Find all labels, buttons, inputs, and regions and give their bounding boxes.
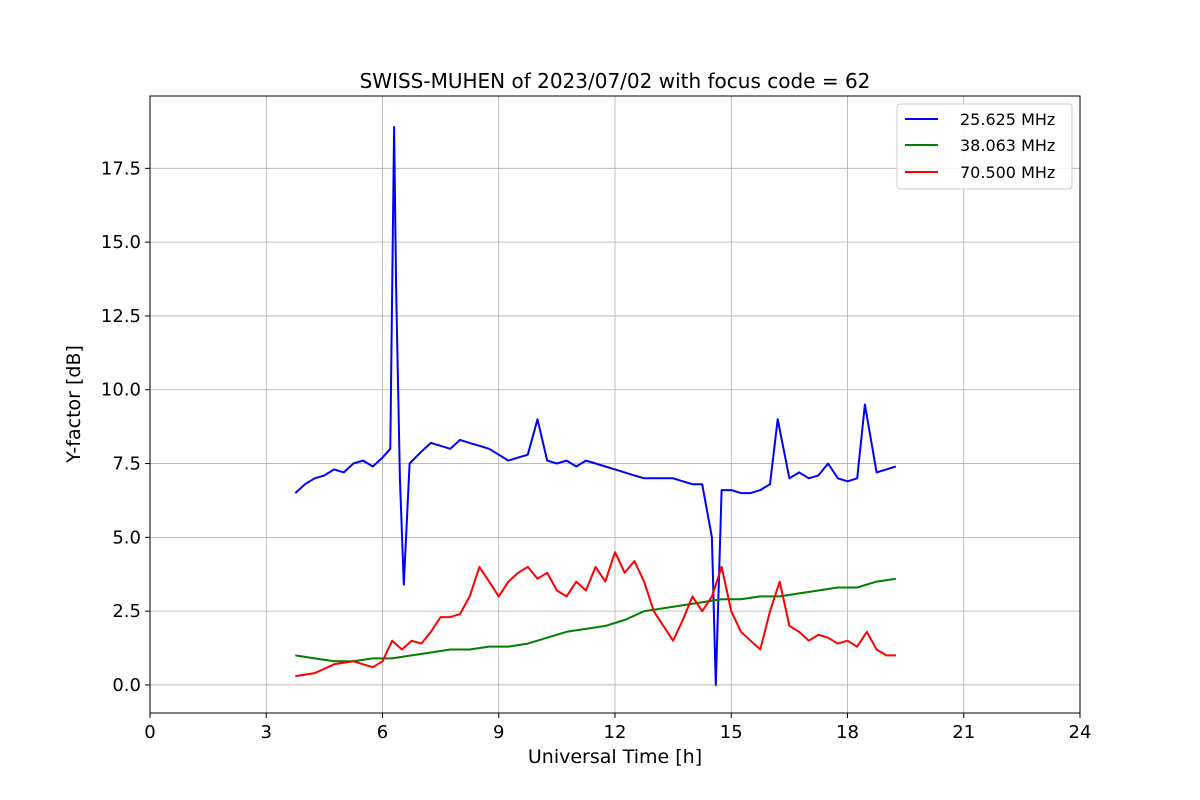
x-tick-label: 9	[493, 722, 504, 743]
y-tick-label: 17.5	[101, 158, 141, 179]
legend: 25.625 MHz 38.063 MHz 70.500 MHz	[896, 103, 1073, 190]
x-tick-label: 21	[952, 722, 975, 743]
x-tick-label: 0	[144, 722, 155, 743]
x-tick-label: 6	[377, 722, 388, 743]
x-axis-label: Universal Time [h]	[528, 746, 702, 768]
x-tick-label: 3	[261, 722, 272, 743]
x-tick-label: 15	[720, 722, 743, 743]
y-tick-label: 15.0	[101, 232, 141, 253]
y-axis-label: Y-factor [dB]	[63, 345, 85, 464]
axis-ticks: 0 3 6 9 12 15 18 21 24 0.0 2.5 5.0 7.5 10.0 12.5 15.0 17…	[101, 158, 1092, 743]
series-line-25-625-mhz	[294, 126, 897, 686]
legend-label-70-500: 70.500 MHz	[960, 163, 1055, 182]
y-tick-label: 12.5	[101, 306, 141, 327]
y-tick-label: 10.0	[101, 380, 141, 401]
plot-lines	[294, 126, 897, 686]
y-tick-label: 0.0	[112, 675, 141, 696]
y-tick-label: 7.5	[112, 454, 141, 475]
series-line-70-500-mhz	[295, 551, 896, 678]
chart-title: SWISS-MUHEN of 2023/07/02 with focus cod…	[360, 69, 871, 93]
legend-box	[896, 103, 1073, 190]
y-tick-label: 2.5	[112, 601, 141, 622]
legend-label-38-063: 38.063 MHz	[960, 136, 1055, 155]
y-tick-label: 5.0	[112, 527, 141, 548]
x-tick-label: 12	[604, 722, 627, 743]
x-tick-label: 24	[1069, 722, 1092, 743]
series-line-38-063-mhz	[295, 577, 897, 663]
x-tick-label: 18	[836, 722, 859, 743]
legend-label-25-625: 25.625 MHz	[960, 110, 1055, 129]
